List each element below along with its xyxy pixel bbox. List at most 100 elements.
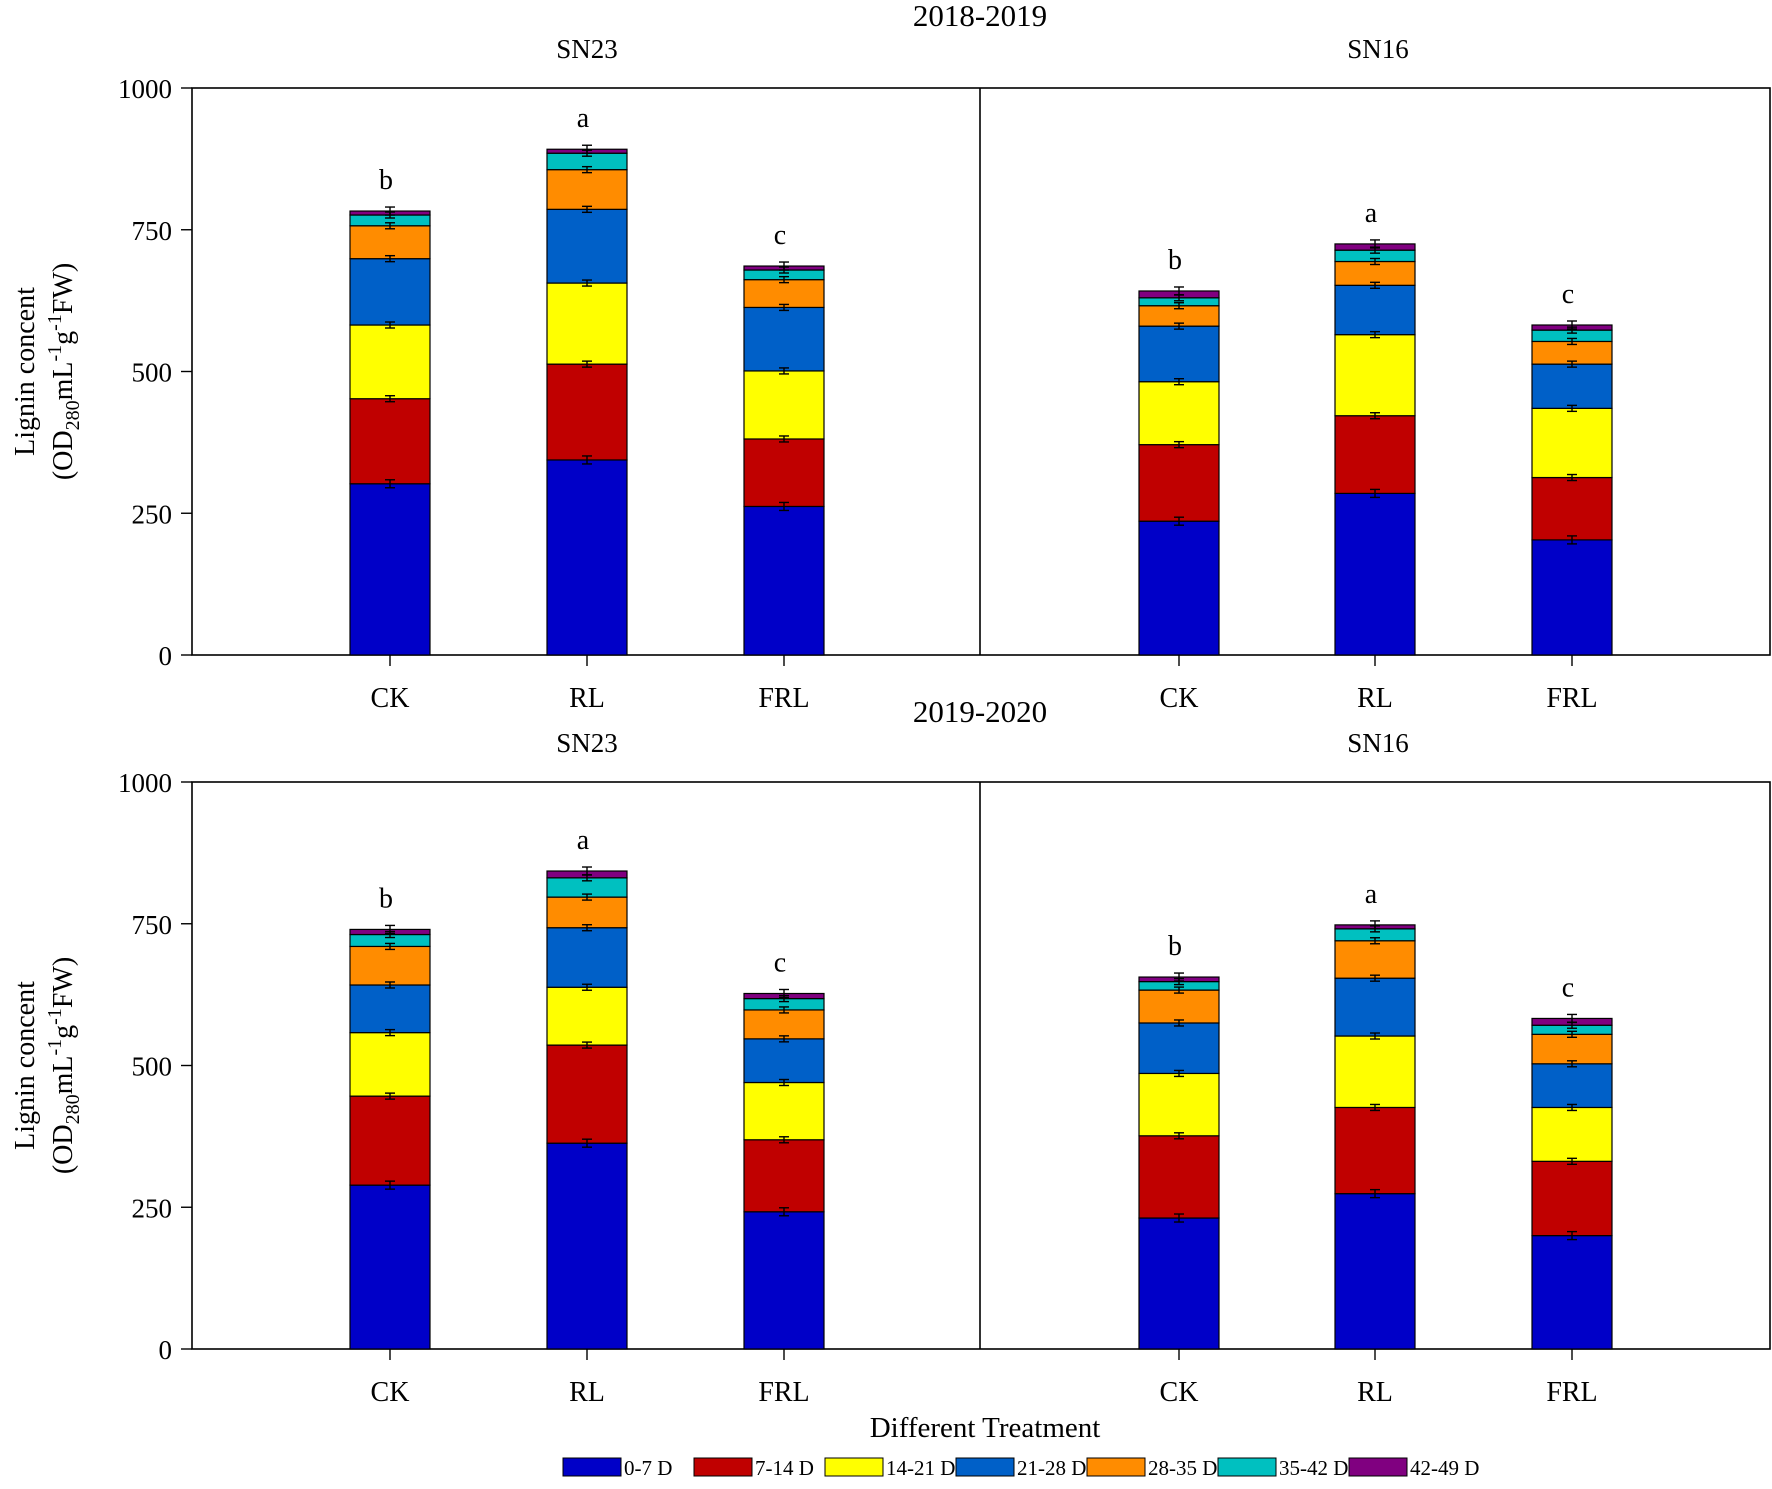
bar-segment-21-28 D [743, 306, 825, 372]
y-tick-label: 500 [132, 1052, 173, 1082]
error-bar [1174, 1019, 1184, 1027]
bar-segment-7-14 D [1138, 444, 1220, 522]
legend-swatch [955, 1457, 1015, 1477]
legend-swatch [1217, 1457, 1277, 1477]
error-bar [1567, 1013, 1577, 1024]
error-bar [1370, 1103, 1380, 1112]
bar-segment-14-21 D [1138, 381, 1220, 446]
error-bar [779, 1006, 789, 1014]
significance-letter: b [379, 883, 393, 914]
significance-letter: b [1168, 245, 1182, 276]
bar-segment-0-7 D [546, 1142, 628, 1350]
legend-item: 28-35 D [1086, 1456, 1217, 1480]
panel-2019-2020: 2019-2020 0 250 500 750 1000 Lignin concent (OD… [10, 694, 1771, 1408]
bar-segment-7-14 D [546, 1044, 628, 1144]
bar-segment-0-7 D [743, 1211, 825, 1350]
bar-segment-14-21 D [349, 1032, 431, 1097]
legend-label: 0-7 D [624, 1456, 672, 1480]
bar-segment-28-35 D [1138, 989, 1220, 1024]
x-tick-label: FRL [1546, 1377, 1597, 1408]
bar-segment-28-35 D [349, 225, 431, 260]
bar-segment-0-7 D [743, 505, 825, 656]
error-bar [1174, 302, 1184, 310]
error-bar [1174, 986, 1184, 994]
error-bar [1174, 286, 1184, 296]
legend-label: 42-49 D [1410, 1456, 1479, 1480]
bar-segment-0-7 D [1138, 1217, 1220, 1350]
error-bar [1567, 1230, 1577, 1241]
error-bar [1370, 1188, 1380, 1199]
bar-segment-0-7 D [349, 483, 431, 656]
x-tick-label: RL [569, 1377, 605, 1408]
error-bar [779, 1035, 789, 1043]
error-bar [1174, 440, 1184, 449]
error-bar [582, 279, 592, 287]
legend-swatch [824, 1457, 884, 1477]
bar-segment-28-35 D [1531, 1033, 1613, 1065]
bar-segment-0-7 D [1531, 1234, 1613, 1350]
cultivar-label: SN23 [556, 728, 618, 758]
bar-segment-14-21 D [1334, 1035, 1416, 1109]
legend-item: 14-21 D [824, 1456, 955, 1480]
error-bar [582, 205, 592, 214]
legend-item: 0-7 D [562, 1456, 672, 1480]
cultivar-label: SN16 [1347, 728, 1409, 758]
significance-letter: a [1365, 879, 1378, 910]
error-bar [1174, 1132, 1184, 1140]
y-tick-label: 1000 [118, 74, 172, 104]
error-bar [385, 395, 395, 403]
error-bar [1174, 972, 1184, 982]
error-bar [1370, 974, 1380, 982]
x-tick-label: RL [1357, 683, 1393, 714]
bar-segment-21-28 D [1138, 325, 1220, 383]
bar-CK: CK b [1138, 245, 1220, 714]
bar-segment-14-21 D [1531, 407, 1613, 479]
bar-segment-7-14 D [1531, 476, 1613, 541]
error-bar [385, 1028, 395, 1037]
legend-label: 21-28 D [1017, 1456, 1086, 1480]
error-bar [385, 981, 395, 989]
bar-segment-0-7 D [1334, 1193, 1416, 1350]
group-SN23: SN23 CK b RL a FRL c [349, 34, 825, 714]
significance-letter: c [1562, 279, 1574, 310]
error-bar [779, 435, 789, 443]
bar-segment-28-35 D [743, 1009, 825, 1040]
bar-segment-21-28 D [743, 1038, 825, 1084]
error-bar [779, 261, 789, 271]
bar-segment-28-35 D [1334, 940, 1416, 979]
error-bar [1174, 1069, 1184, 1078]
error-bar [1370, 937, 1380, 945]
bar-segment-28-35 D [546, 896, 628, 929]
legend-swatch [1348, 1457, 1408, 1477]
bar-segment-21-28 D [546, 927, 628, 988]
bar-segment-28-35 D [349, 945, 431, 986]
bar-segment-0-7 D [546, 459, 628, 656]
bar-segment-14-21 D [743, 1081, 825, 1141]
error-bar [779, 303, 789, 312]
error-bar [1370, 412, 1380, 420]
bar-CK: CK b [1138, 931, 1220, 1408]
significance-letter: b [1168, 931, 1182, 962]
bar-segment-7-14 D [1138, 1135, 1220, 1219]
cultivar-label: SN23 [556, 34, 618, 64]
x-tick-label: CK [371, 683, 410, 714]
y-tick-label: 0 [159, 641, 173, 671]
bar-segment-21-28 D [349, 984, 431, 1034]
cultivar-label: SN16 [1347, 34, 1409, 64]
error-bar [1567, 320, 1577, 330]
x-tick-label: FRL [758, 1377, 809, 1408]
legend-item: 42-49 D [1348, 1456, 1479, 1480]
bar-segment-14-21 D [1138, 1072, 1220, 1137]
bar-FRL: FRL c [1531, 972, 1613, 1408]
panel-title: 2018-2019 [913, 0, 1047, 33]
error-bar [1567, 404, 1577, 413]
error-bar [1370, 920, 1380, 930]
error-bar [385, 479, 395, 489]
error-bar [1567, 337, 1577, 346]
y-tick-label: 250 [132, 499, 173, 529]
x-tick-label: CK [1160, 1377, 1199, 1408]
error-bar [1370, 239, 1380, 249]
x-tick-label: FRL [1546, 683, 1597, 714]
bar-segment-14-21 D [743, 370, 825, 440]
